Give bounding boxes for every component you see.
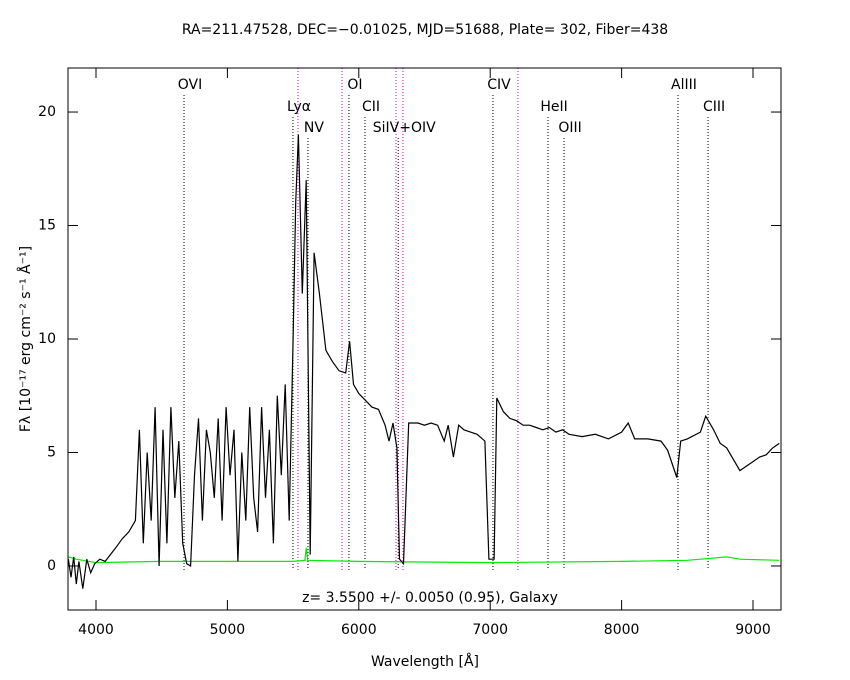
series-line bbox=[68, 547, 780, 564]
spectral-line-label: NV bbox=[304, 120, 324, 136]
spectral-line-label: CIV bbox=[487, 77, 511, 93]
x-tick-label: 6000 bbox=[341, 622, 377, 638]
y-tick-label: 10 bbox=[38, 331, 56, 347]
x-tick-label: 9000 bbox=[735, 622, 771, 638]
y-axis-label: Fλ [10⁻¹⁷ erg cm⁻² s⁻¹ Å⁻¹] bbox=[17, 246, 34, 432]
plot-frame bbox=[67, 67, 782, 611]
x-axis-label: Wavelength [Å] bbox=[371, 653, 479, 670]
spectral-line-label: AlIII bbox=[671, 77, 697, 93]
chart-title: RA=211.47528, DEC=−0.01025, MJD=51688, P… bbox=[182, 22, 668, 38]
y-tick-label: 20 bbox=[38, 104, 56, 120]
spectral-line-label: OVI bbox=[178, 77, 202, 93]
spectral-line-label: CII bbox=[362, 99, 380, 115]
y-tick-label: 5 bbox=[47, 444, 56, 460]
x-tick-label: 4000 bbox=[78, 622, 114, 638]
x-tick-label: 7000 bbox=[472, 622, 508, 638]
spectral-line-label: SiIV+OIV bbox=[373, 120, 436, 136]
y-tick-label: 15 bbox=[38, 218, 56, 234]
spectral-line-label: OI bbox=[347, 77, 362, 93]
spectral-line-label: OIII bbox=[558, 120, 581, 136]
spectral-line-label: CIII bbox=[703, 99, 725, 115]
x-tick-label: 8000 bbox=[604, 622, 640, 638]
x-tick-label: 5000 bbox=[210, 622, 246, 638]
series-line bbox=[67, 134, 780, 589]
spectral-line-label: Lyα bbox=[287, 99, 311, 115]
y-tick-label: 0 bbox=[47, 558, 56, 574]
spectral-line-label: HeII bbox=[540, 99, 567, 115]
annotation: z= 3.5500 +/- 0.0050 (0.95), Galaxy bbox=[302, 590, 558, 606]
